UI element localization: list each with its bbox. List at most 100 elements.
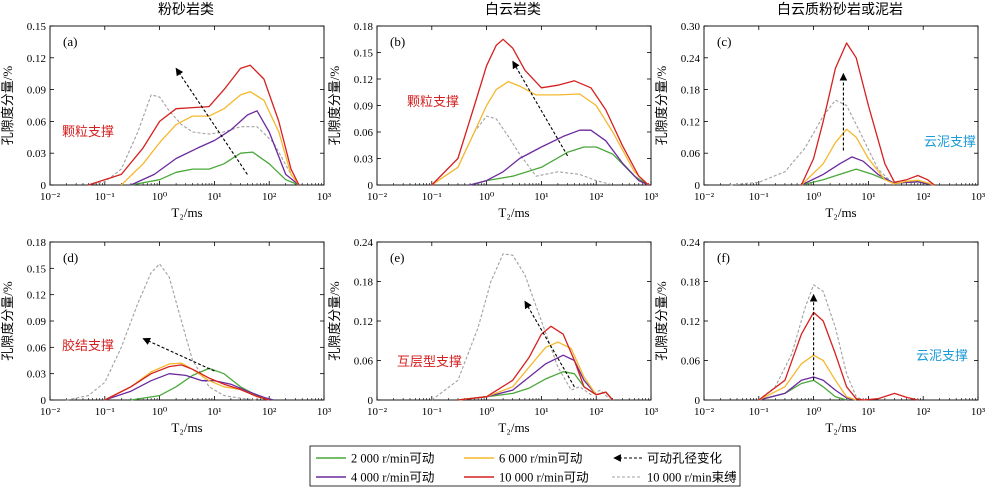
y-tick-label: 0.15: [27, 21, 47, 33]
x-tick-label: 10³: [644, 406, 659, 418]
legend-label: 6 000 r/min可动: [499, 452, 582, 466]
x-tick-label: 10⁻¹: [422, 406, 442, 418]
x-axis-label: T₂/ms: [498, 205, 529, 220]
pore-change-arrow: [524, 300, 575, 388]
x-tick-label: 10⁰: [152, 191, 168, 203]
series-line-r: [457, 325, 614, 401]
panel-a: 10⁻² 10⁻¹ 10⁰ 10¹ 10² 10³ 0 0.03 0.06 0.09 0.12 0.1…: [0, 21, 332, 220]
y-axis-label: 孔隙度分量/%: [654, 66, 669, 146]
x-tick-label: 10¹: [534, 406, 548, 418]
support-annotation: 云泥支撑: [916, 348, 968, 363]
series-line-gray: [88, 94, 300, 186]
x-tick-label: 10³: [317, 406, 332, 418]
series-line-r: [104, 364, 270, 401]
series-line-gray: [431, 253, 611, 401]
y-tick-label: 0.06: [354, 127, 374, 139]
x-tick-label: 10⁻¹: [95, 191, 115, 203]
y-tick-label: 0.09: [27, 85, 47, 97]
x-tick-label: 10¹: [861, 406, 875, 418]
y-tick-label: 0.03: [27, 369, 47, 381]
panel-b: 10⁻² 10⁻¹ 10⁰ 10¹ 10² 10³ 0 0.03 0.06 0.09 0.12 0.1…: [327, 21, 659, 220]
y-tick-label: 0.18: [27, 237, 47, 249]
y-axis-label: 孔隙度分量/%: [327, 66, 342, 146]
x-tick-label: 10³: [317, 191, 332, 203]
pore-change-arrow: [175, 67, 248, 175]
x-tick-label: 10³: [971, 191, 986, 203]
x-tick-label: 10⁻¹: [95, 406, 115, 418]
x-tick-label: 10²: [589, 191, 604, 203]
series-line-g: [130, 151, 300, 186]
x-tick-label: 10⁰: [806, 191, 822, 203]
y-tick-label: 0.18: [681, 85, 701, 97]
series-line-o: [457, 341, 614, 401]
series-line-o: [800, 128, 935, 186]
x-tick-label: 10⁻¹: [749, 191, 769, 203]
plot-frame: [376, 241, 652, 401]
y-tick-label: 0.12: [354, 74, 373, 86]
x-tick-label: 10¹: [534, 191, 548, 203]
series-line-g: [469, 146, 649, 186]
y-axis-label: 孔隙度分量/%: [327, 281, 342, 361]
y-axis-label: 孔隙度分量/%: [0, 281, 15, 361]
y-tick-label: 0.06: [681, 356, 701, 368]
legend: 2 000 r/min可动 6 000 r/min可动 可动孔径变化 4 000 r/…: [309, 445, 741, 487]
plot-frame: [703, 241, 979, 401]
y-tick-label: 0: [41, 395, 47, 407]
x-tick-label: 10⁰: [806, 406, 822, 418]
y-tick-label: 0.06: [681, 148, 701, 160]
y-tick-label: 0.06: [354, 356, 374, 368]
x-tick-label: 10²: [262, 406, 277, 418]
x-tick-label: 10⁻²: [694, 191, 715, 203]
y-tick-label: 0.12: [27, 53, 46, 65]
x-tick-label: 10⁻²: [40, 406, 61, 418]
x-tick-label: 10²: [262, 191, 277, 203]
y-tick-label: 0.09: [354, 101, 374, 113]
y-tick-label: 0.03: [27, 148, 47, 160]
x-axis-label: T₂/ms: [171, 420, 202, 435]
pore-change-arrow: [142, 337, 215, 372]
y-tick-label: 0: [41, 180, 47, 192]
column-title-1: 粉砂岩类: [158, 2, 214, 18]
support-annotation: 云泥支撑: [924, 134, 976, 149]
series-line-p: [758, 376, 857, 401]
y-tick-label: 0.18: [354, 277, 374, 289]
x-axis-label: T₂/ms: [498, 420, 529, 435]
series-line-o: [431, 80, 649, 186]
x-tick-label: 10¹: [861, 191, 875, 203]
plot-frame: [703, 25, 979, 186]
y-axis-label: 孔隙度分量/%: [0, 66, 15, 146]
x-tick-label: 10⁻¹: [422, 191, 442, 203]
panel-letter: (f): [717, 250, 730, 265]
series-line-r: [431, 38, 649, 186]
x-tick-label: 10³: [644, 191, 659, 203]
y-tick-label: 0.30: [681, 21, 701, 33]
y-tick-label: 0.12: [681, 116, 700, 128]
y-tick-label: 0: [368, 180, 374, 192]
column-title-2: 白云岩类: [485, 2, 541, 18]
y-tick-label: 0.06: [27, 342, 47, 354]
series-line-r: [758, 311, 919, 401]
y-tick-label: 0.06: [27, 116, 47, 128]
x-tick-label: 10⁰: [479, 406, 495, 418]
panel-d: 10⁻² 10⁻¹ 10⁰ 10¹ 10² 10³ 0 0.03 0.06 0.09 0.12 0.1…: [0, 237, 332, 435]
x-tick-label: 10⁻²: [367, 406, 388, 418]
x-tick-label: 10²: [916, 191, 931, 203]
y-tick-label: 0: [368, 395, 374, 407]
x-tick-label: 10¹: [207, 191, 221, 203]
y-tick-label: 0.12: [27, 290, 46, 302]
series-line-p: [469, 129, 649, 186]
panel-letter: (b): [390, 34, 405, 49]
panel-c: 10⁻² 10⁻¹ 10⁰ 10¹ 10² 10³ 0 0.06 0.12 0.18 0.24 0.3…: [654, 21, 986, 220]
y-tick-label: 0: [695, 395, 701, 407]
series-line-o: [758, 354, 857, 401]
y-tick-label: 0.24: [354, 237, 374, 249]
y-tick-label: 0: [695, 180, 701, 192]
y-tick-label: 0.03: [354, 154, 374, 166]
x-tick-label: 10⁰: [152, 406, 168, 418]
series-line-gray: [730, 99, 895, 186]
panel-letter: (a): [63, 34, 77, 49]
series-line-p: [104, 373, 274, 401]
x-tick-label: 10³: [971, 406, 986, 418]
legend-label: 10 000 r/min可动: [499, 471, 589, 485]
x-tick-label: 10⁻²: [694, 406, 715, 418]
